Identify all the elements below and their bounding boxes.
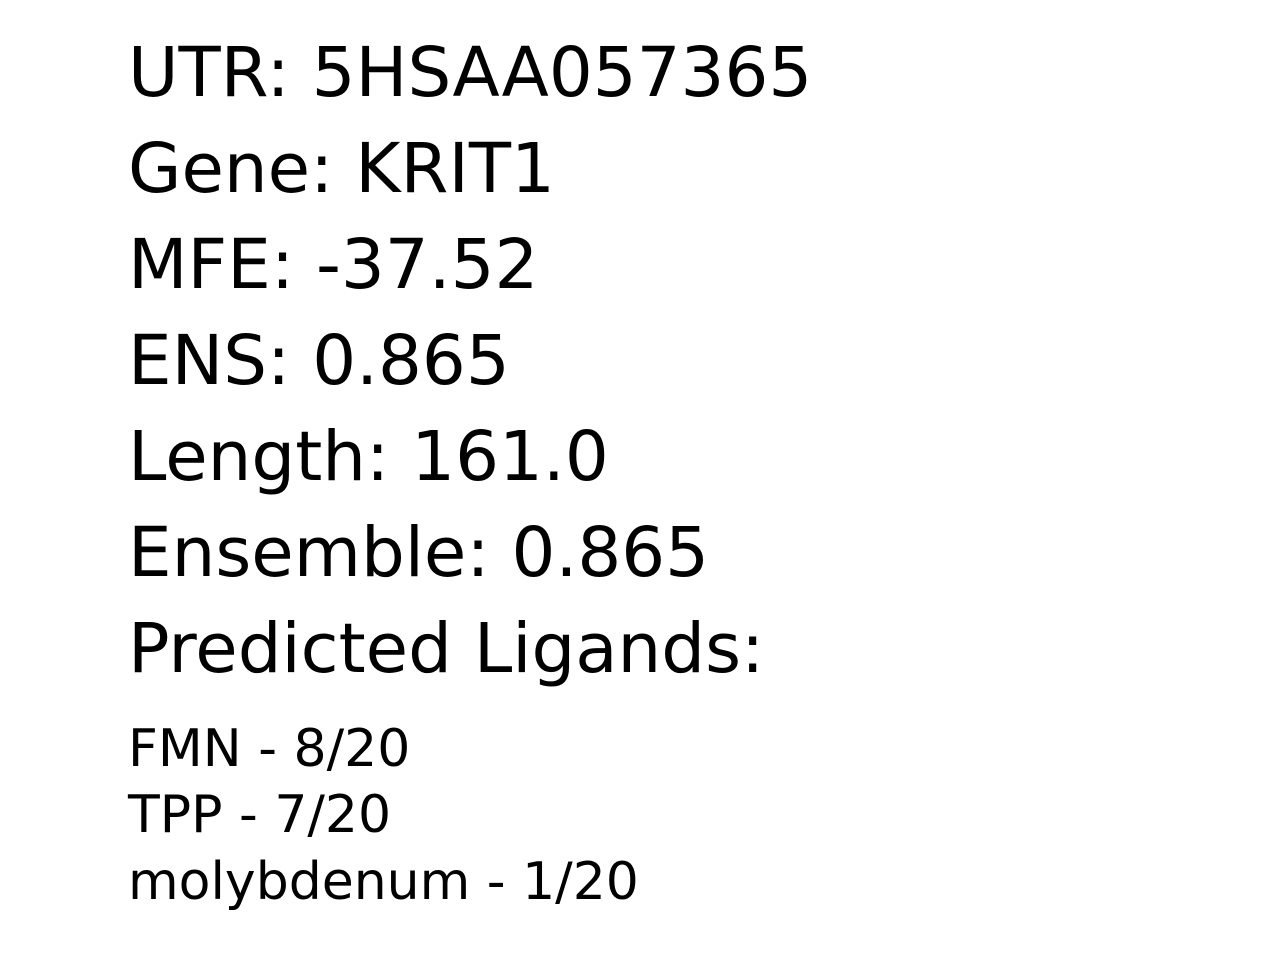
ligand-name: molybdenum [128,852,471,912]
length-value: 161.0 [411,417,609,497]
ligand-count: 1/20 [522,852,639,912]
utr-value: 5HSAA057365 [311,33,813,113]
ligand-count: 7/20 [274,785,392,845]
gene-line: Gene: KRIT1 [128,135,555,204]
mfe-label: MFE: [128,225,316,305]
utr-line: UTR: 5HSAA057365 [128,39,812,108]
gene-label: Gene: [128,129,356,209]
gene-value: KRIT1 [355,129,555,209]
ligand-item: molybdenum - 1/20 [128,856,639,908]
ligand-separator: - [241,719,294,779]
ensemble-label: Ensemble: [128,513,512,593]
ligand-separator: - [222,785,275,845]
ligand-item: TPP - 7/20 [128,789,391,841]
ligand-separator: - [470,852,523,912]
ligand-item: FMN - 8/20 [128,723,410,775]
ens-value: 0.865 [312,321,510,401]
ligand-count: 8/20 [293,719,411,779]
length-label: Length: [128,417,412,497]
ensemble-line: Ensemble: 0.865 [128,519,709,588]
length-line: Length: 161.0 [128,423,609,492]
ensemble-value: 0.865 [511,513,710,593]
ens-label: ENS: [128,321,313,401]
utr-label: UTR: [128,33,312,113]
ens-line: ENS: 0.865 [128,327,510,396]
ligand-name: FMN [128,719,242,779]
ligands-heading: Predicted Ligands: [128,609,765,689]
mfe-line: MFE: -37.52 [128,231,538,300]
ligand-name: TPP [128,785,223,845]
mfe-value: -37.52 [316,225,539,305]
